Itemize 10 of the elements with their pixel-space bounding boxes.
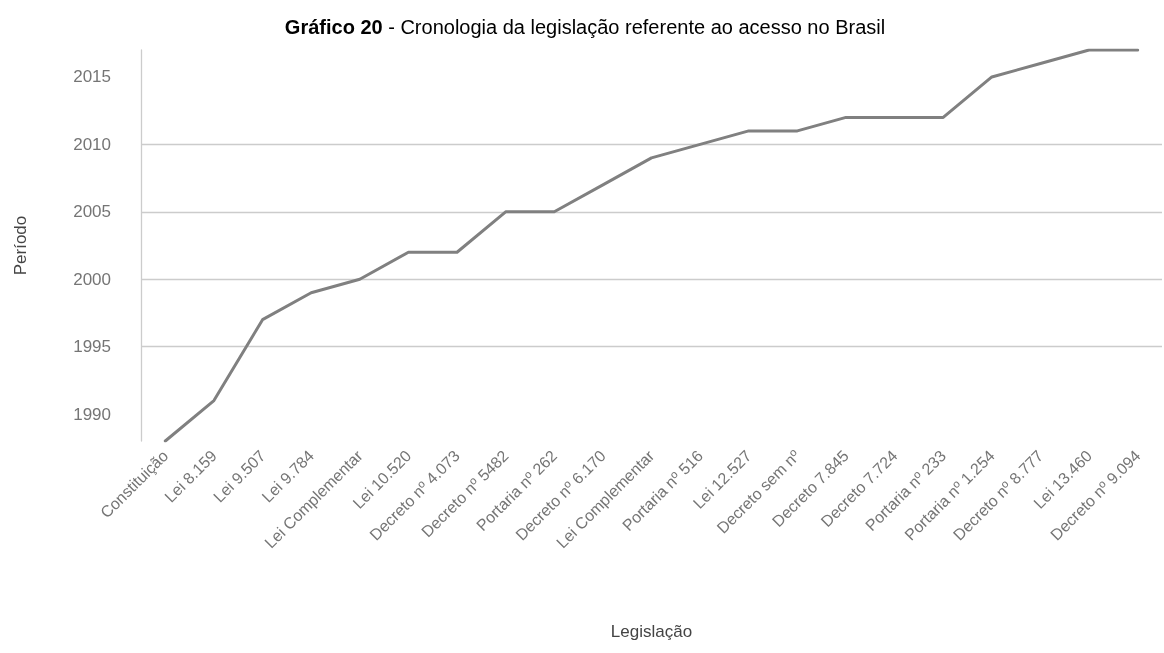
line-series <box>163 48 1140 443</box>
y-tick-label: 2010 <box>73 134 111 154</box>
y-tick-label: 1995 <box>73 337 111 357</box>
y-tick-label: 1990 <box>73 404 111 424</box>
y-tick-label: 2015 <box>73 67 111 87</box>
y-axis-title: Período <box>11 215 30 276</box>
chart-title: Gráfico 20 - Cronologia da legislação referente ao acesso no Brasil <box>284 16 886 38</box>
x-axis-title: Legislação <box>610 622 693 641</box>
y-tick-label: 2005 <box>73 202 111 222</box>
y-tick-label: 2000 <box>73 269 111 289</box>
